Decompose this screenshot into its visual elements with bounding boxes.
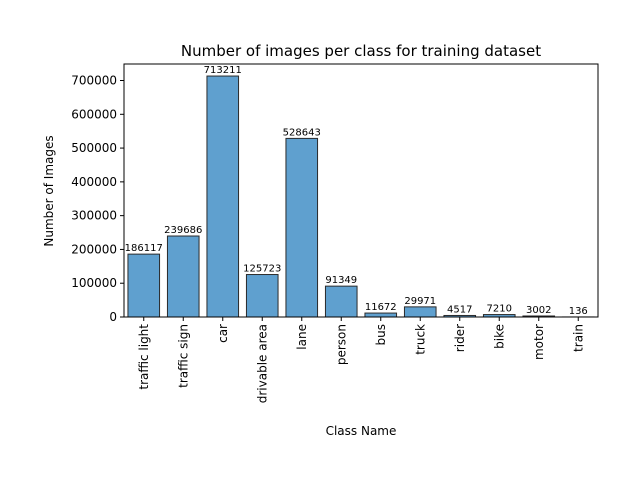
data-label: 4517: [447, 304, 472, 315]
data-label: 528643: [283, 127, 321, 138]
y-tick-label: 100000: [71, 276, 117, 290]
bar: [245, 274, 279, 318]
data-label: 186117: [125, 243, 163, 254]
x-tick-label: bike: [492, 324, 506, 349]
y-axis-label: Number of Images: [42, 135, 56, 246]
y-tick-label: 400000: [71, 175, 117, 189]
y-tick-label: 0: [109, 310, 117, 324]
bar: [403, 306, 437, 318]
chart-title: Number of images per class for training …: [181, 42, 541, 60]
bar: [324, 285, 358, 318]
x-tick-label: bus: [374, 324, 388, 345]
x-tick-label: traffic sign: [176, 324, 190, 388]
x-tick-label: motor: [532, 324, 546, 360]
data-label: 136: [569, 306, 588, 317]
x-tick-label: truck: [413, 324, 427, 355]
data-label: 29971: [404, 296, 436, 307]
x-tick-label: lane: [295, 324, 309, 350]
data-label: 7210: [487, 304, 512, 315]
axes-frame: [123, 63, 599, 318]
data-label: 3002: [526, 305, 551, 316]
bar: [364, 312, 398, 318]
y-tick-label: 500000: [71, 141, 117, 155]
data-label: 713211: [204, 65, 242, 76]
x-tick-label: car: [216, 324, 230, 343]
data-label: 11672: [365, 302, 397, 313]
data-label: 91349: [325, 275, 357, 286]
y-tick-label: 700000: [71, 74, 117, 88]
bar: [206, 75, 240, 318]
data-label: 125723: [243, 264, 281, 275]
x-tick-label: person: [334, 324, 348, 365]
data-label: 239686: [164, 225, 202, 236]
bar: [166, 235, 200, 318]
x-tick-label: traffic light: [137, 324, 151, 390]
bar: [285, 137, 319, 318]
y-tick-label: 300000: [71, 209, 117, 223]
y-tick-label: 600000: [71, 107, 117, 121]
x-axis-label: Class Name: [326, 424, 397, 438]
x-tick-label: drivable area: [255, 324, 269, 403]
bar: [127, 253, 161, 318]
x-tick-label: train: [571, 324, 585, 352]
x-tick-label: rider: [453, 324, 467, 352]
y-tick-label: 200000: [71, 242, 117, 256]
